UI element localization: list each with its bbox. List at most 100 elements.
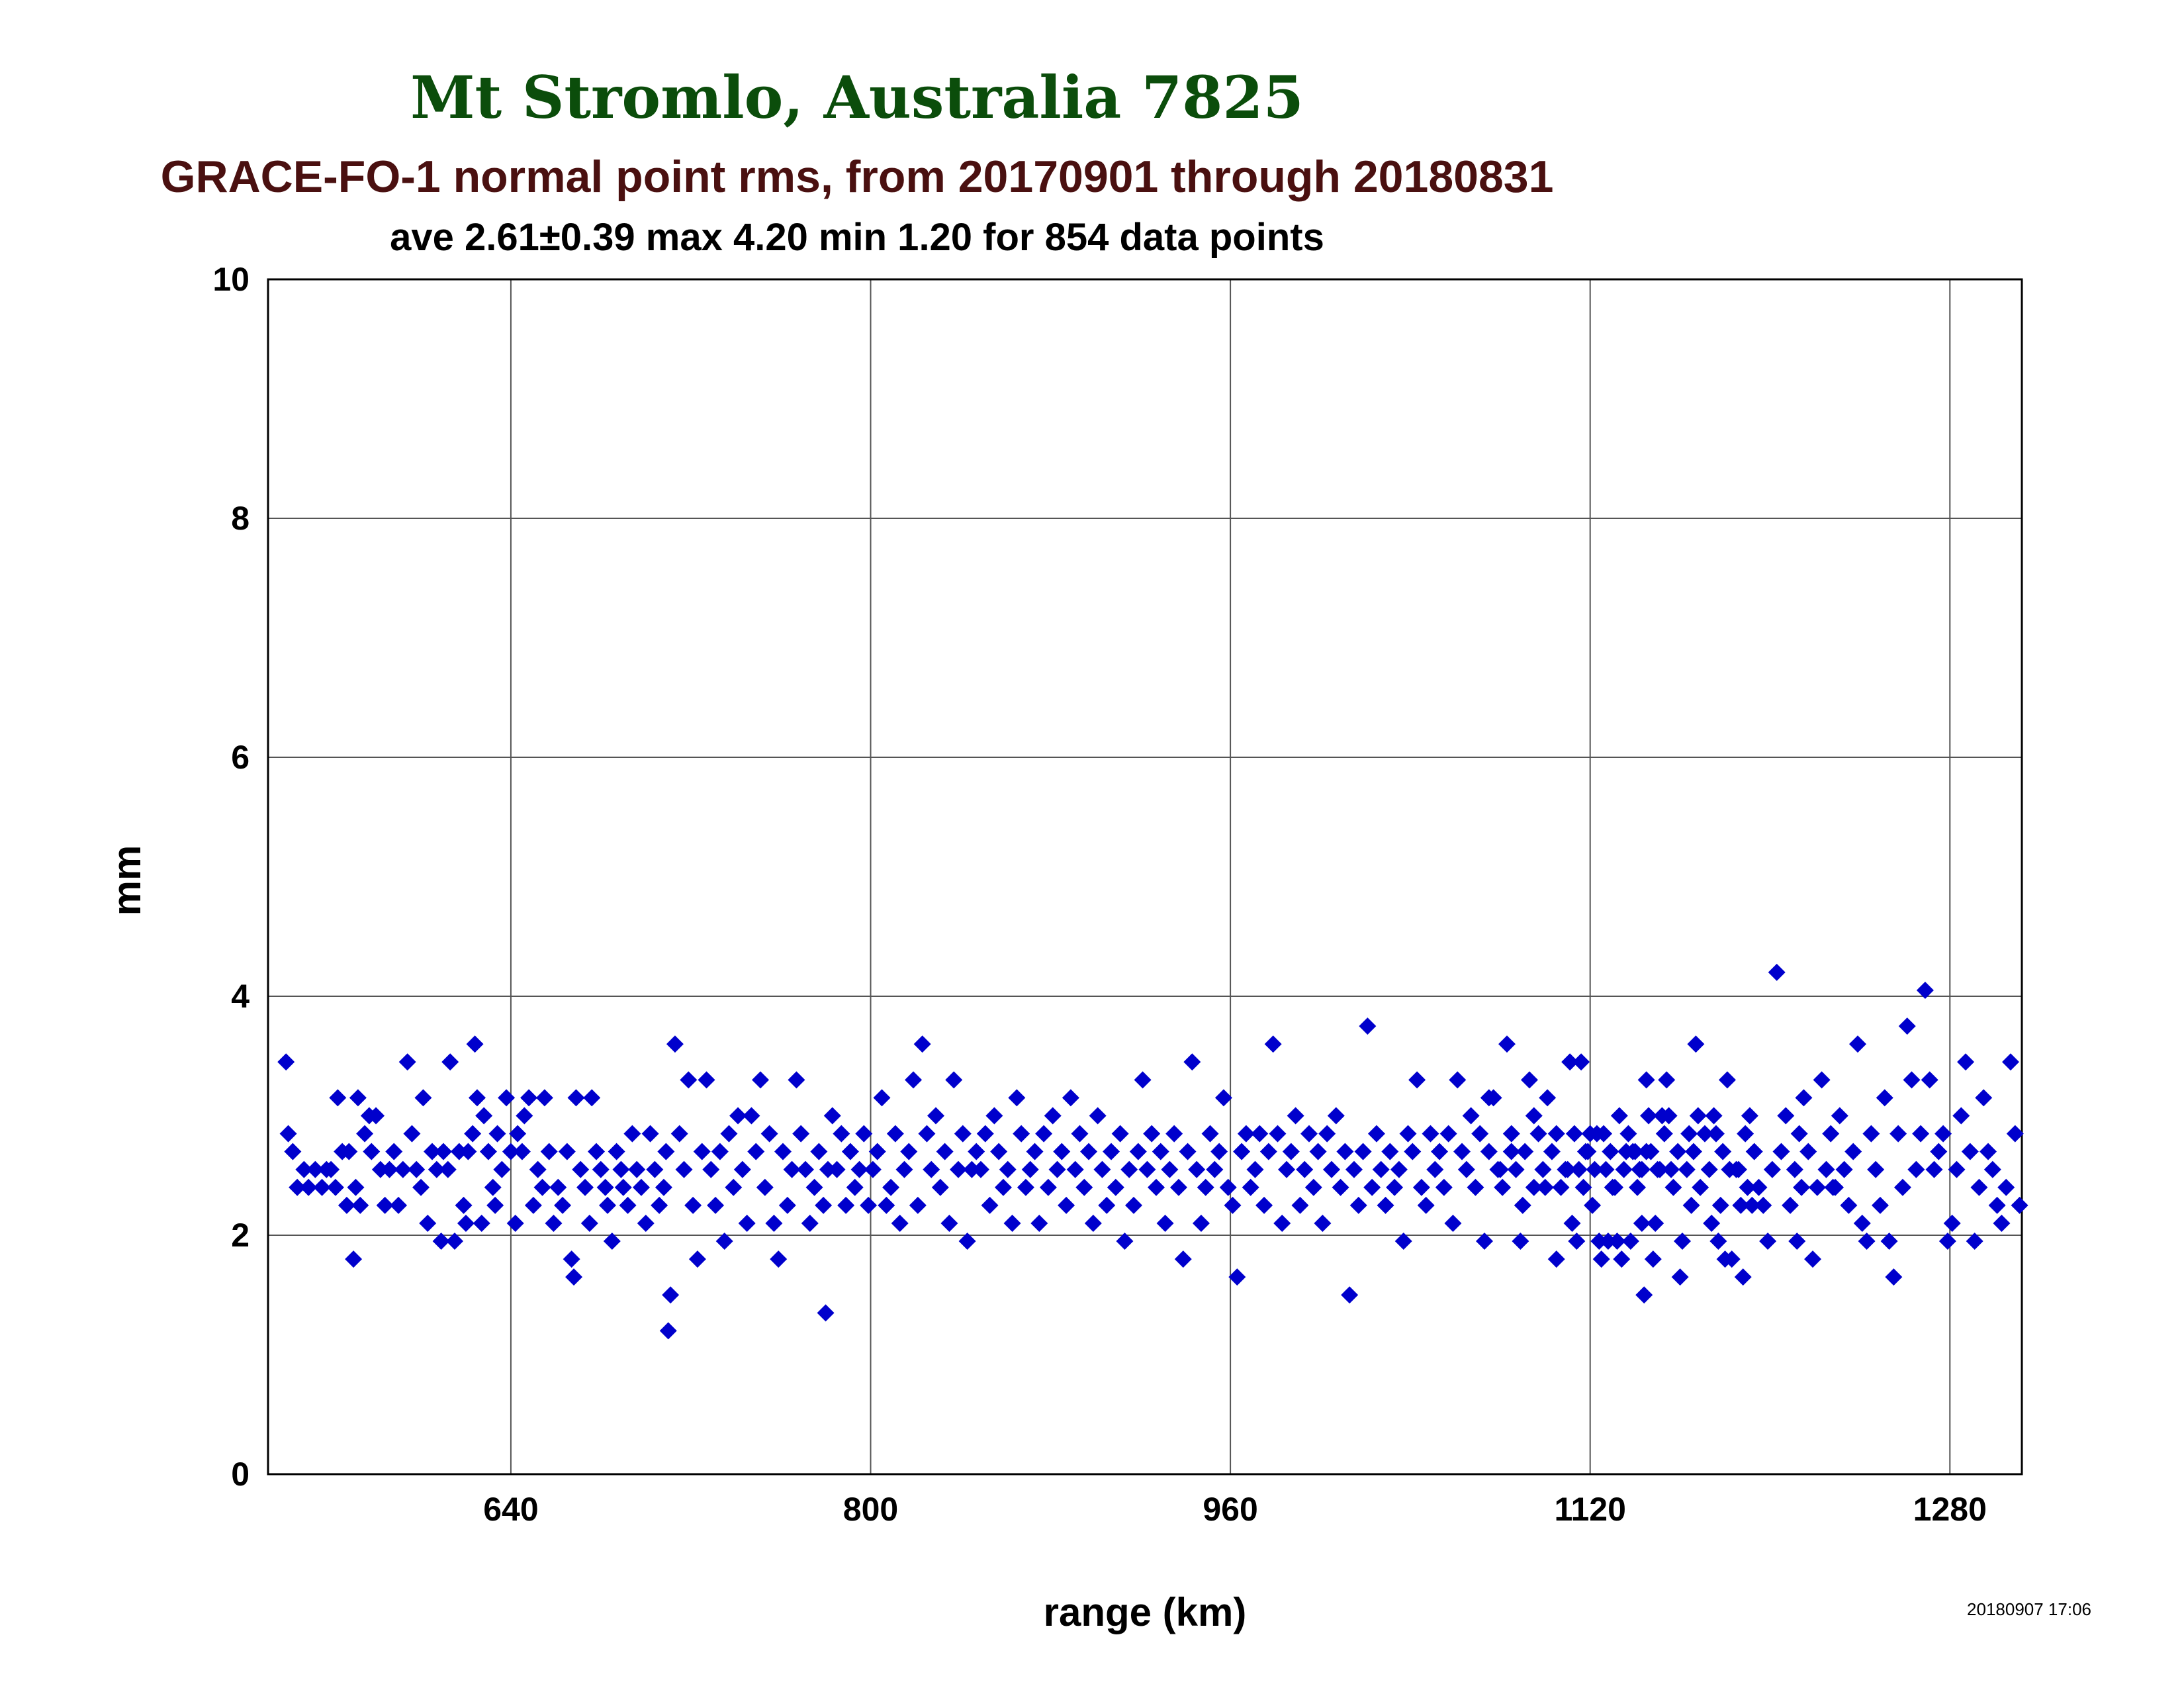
data-point: [752, 1071, 770, 1089]
data-point: [1449, 1071, 1467, 1089]
data-point: [1777, 1107, 1795, 1125]
data-point: [371, 1160, 389, 1178]
data-point: [1893, 1178, 1911, 1196]
data-point: [1359, 1017, 1377, 1035]
data-point: [493, 1160, 511, 1178]
data-point: [533, 1178, 551, 1196]
data-point: [1907, 1160, 1925, 1178]
data-point: [1471, 1125, 1489, 1143]
data-point: [1003, 1214, 1021, 1232]
data-point: [1615, 1160, 1633, 1178]
data-point: [1714, 1143, 1732, 1160]
data-point: [1772, 1143, 1790, 1160]
data-point: [1304, 1178, 1322, 1196]
data-point: [817, 1304, 835, 1322]
data-point: [927, 1107, 945, 1125]
data-point: [684, 1196, 702, 1214]
data-point: [1680, 1125, 1698, 1143]
data-point: [1422, 1125, 1439, 1143]
data-point: [1547, 1125, 1565, 1143]
data-point: [1183, 1053, 1201, 1071]
data-point: [1228, 1268, 1246, 1286]
data-point: [1948, 1160, 1966, 1178]
data-point: [1732, 1196, 1750, 1214]
data-point: [1788, 1233, 1806, 1250]
data-point: [1617, 1143, 1635, 1160]
data-point: [1462, 1107, 1480, 1125]
data-point: [596, 1178, 614, 1196]
data-point: [502, 1143, 520, 1160]
data-point: [520, 1089, 538, 1107]
data-point: [599, 1196, 617, 1214]
data-point: [424, 1143, 441, 1160]
chart-title: Mt Stromlo, Australia 7825: [410, 63, 1304, 132]
data-point: [846, 1178, 864, 1196]
data-point: [1599, 1233, 1617, 1250]
data-point: [398, 1053, 416, 1071]
data-point: [1759, 1233, 1777, 1250]
x-axis-ticks: 640 800 960 1120 1280: [483, 1491, 1987, 1528]
data-point: [1084, 1214, 1102, 1232]
data-point: [1626, 1143, 1644, 1160]
data-point: [1629, 1178, 1647, 1196]
data-point: [1795, 1089, 1813, 1107]
data-point: [1480, 1143, 1498, 1160]
data-point: [1561, 1053, 1579, 1071]
data-point: [1584, 1196, 1602, 1214]
data-point: [976, 1125, 994, 1143]
data-point: [583, 1089, 601, 1107]
data-point: [435, 1143, 452, 1160]
data-point: [1912, 1125, 1930, 1143]
data-point: [972, 1160, 989, 1178]
data-point: [792, 1125, 810, 1143]
data-point: [1700, 1160, 1718, 1178]
data-point: [1547, 1250, 1565, 1268]
data-point: [1930, 1143, 1948, 1160]
data-point: [580, 1214, 598, 1232]
data-point: [306, 1160, 324, 1178]
data-point: [1608, 1233, 1626, 1250]
data-point: [632, 1178, 650, 1196]
data-point: [850, 1160, 868, 1178]
y-tick-label: 10: [212, 261, 250, 298]
data-point: [484, 1178, 502, 1196]
data-point: [549, 1178, 567, 1196]
data-point: [1647, 1214, 1664, 1232]
data-point: [1224, 1196, 1242, 1214]
data-point: [1673, 1233, 1691, 1250]
data-point: [563, 1250, 580, 1268]
data-point: [1799, 1143, 1817, 1160]
data-point: [659, 1322, 677, 1340]
data-point: [529, 1160, 547, 1178]
y-axis-ticks: 0 2 4 6 8 10: [212, 261, 250, 1493]
data-point: [909, 1196, 927, 1214]
data-point: [1687, 1035, 1705, 1053]
data-point: [1435, 1178, 1453, 1196]
data-point: [2002, 1053, 2020, 1071]
data-point: [729, 1107, 747, 1125]
y-axis-label: mm: [105, 845, 149, 916]
data-point: [918, 1125, 936, 1143]
y-tick-label: 2: [231, 1217, 250, 1254]
data-point: [1390, 1160, 1408, 1178]
data-point: [1071, 1125, 1089, 1143]
data-point: [1534, 1160, 1552, 1178]
data-point: [1345, 1160, 1363, 1178]
data-point: [841, 1143, 859, 1160]
data-point: [878, 1196, 895, 1214]
data-point: [356, 1125, 374, 1143]
data-point: [414, 1089, 432, 1107]
data-point: [1188, 1160, 1206, 1178]
data-point: [760, 1125, 778, 1143]
data-point: [1840, 1196, 1858, 1214]
data-point: [347, 1178, 365, 1196]
data-point: [891, 1214, 909, 1232]
data-point: [540, 1143, 558, 1160]
data-point: [509, 1125, 527, 1143]
data-point: [1219, 1178, 1237, 1196]
data-point: [1013, 1125, 1030, 1143]
data-point: [1813, 1071, 1831, 1089]
data-point: [1637, 1143, 1655, 1160]
data-point: [1543, 1143, 1561, 1160]
data-point: [1287, 1107, 1304, 1125]
